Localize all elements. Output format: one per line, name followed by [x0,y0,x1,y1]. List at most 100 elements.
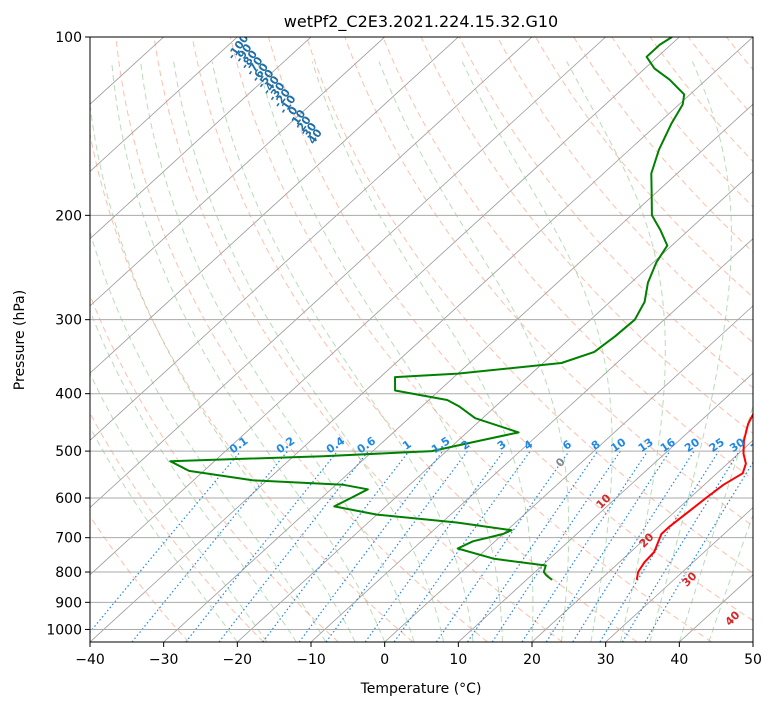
chart-title: wetPf2_C2E3.2021.224.15.32.G10 [284,12,558,32]
moist-adiabat [311,61,534,642]
dry-adiabat [268,37,753,622]
dry-adiabat [458,37,753,389]
mixing-ratio-label: 0.4 [324,434,348,456]
mixing-ratio-line [621,450,740,642]
moist-adiabat [90,100,356,642]
dry-adiabat [649,37,753,163]
mixing-ratio-label: 13 [636,436,656,455]
isotherm [90,37,606,509]
y-axis: 100 200 300 400 500 600 700 800 900 1000 [46,30,90,638]
x-tick-label: 20 [523,652,541,668]
mixing-ratio-line [545,450,671,642]
dry-adiabat [382,37,753,481]
dry-adiabat [344,37,753,527]
isotherm-lines [90,37,753,642]
y-tick-label: 600 [55,491,82,507]
x-axis-label: Temperature (°C) [360,681,482,697]
x-tick-label: −10 [296,652,326,668]
dry-adiabat [153,37,563,642]
isotherm [90,37,533,441]
sounding-profiles [169,37,753,581]
isotherm [90,37,680,576]
isotherm [90,37,385,307]
isotherm [90,37,459,374]
dry-adiabat [90,131,414,642]
mixing-ratio-line [185,450,339,642]
x-tick-label: 30 [597,652,615,668]
moist-adiabat-label: 10 [594,491,614,511]
mixing-ratio-label: 25 [707,436,727,455]
isotherm [90,37,753,642]
moist-adiabat [678,404,753,642]
y-tick-label: 200 [55,208,82,224]
x-tick-label: 40 [670,652,688,668]
x-tick-label: −20 [223,652,253,668]
y-tick-label: 500 [55,444,82,460]
dry-adiabat-lines [90,37,775,642]
y-tick-label: 400 [55,387,82,403]
x-tick-label: 0 [380,652,389,668]
x-tick-label: 50 [744,652,762,668]
mixing-ratio-label: 6 [560,438,574,453]
dry-adiabat [90,293,339,642]
mixing-ratio-label: 1 [400,438,414,453]
mixing-ratio-line [467,450,599,642]
dry-adiabat [115,37,488,642]
moist-adiabat [211,61,474,642]
dry-adiabat [90,515,190,642]
mixing-ratio-line [218,450,369,642]
moist-adiabat [90,426,238,642]
moist-adiabat [708,513,753,642]
dry-adiabat [687,37,753,117]
y-tick-label: 900 [55,595,82,611]
isotherm [163,103,753,642]
moist-adiabat [90,309,297,642]
isotherm [384,305,753,642]
dry-adiabat [90,412,264,642]
moist-adiabat [140,61,415,642]
mixing-ratio-line [364,450,505,642]
dry-adiabat [191,37,638,642]
mixing-ratio-label: 3 [495,438,509,453]
mixing-ratio-label: 4 [521,438,535,453]
x-tick-label: −30 [149,652,179,668]
moist-adiabat-label: 20 [637,530,657,550]
mixing-ratio-label: 1.5 [429,434,452,456]
y-tick-label: 1000 [46,622,82,638]
y-tick-label: 700 [55,531,82,547]
dry-adiabat [765,37,775,642]
temperature-profile [635,412,753,581]
moist-adiabat [378,61,570,642]
dry-adiabat [420,37,753,435]
moist-adiabat [173,61,445,642]
mixing-ratio-label: 0.1 [227,434,250,456]
moist-adiabat [566,61,666,642]
moist-adiabat [257,61,503,642]
mixing-ratio-label: 36 [748,435,768,455]
mixing-ratio-line [572,450,695,642]
x-axis: −40 −30 −20 −10 0 10 20 30 40 50 [75,642,762,668]
dry-adiabat [726,37,753,71]
dry-adiabat [229,37,712,642]
mixing-ratio-line [90,450,242,634]
isotherm [605,507,753,642]
mixing-ratio-line [644,461,753,642]
isotherm [90,37,238,172]
moist-adiabat [90,372,268,642]
dry-adiabat [573,37,753,253]
moist-adiabat [90,230,327,642]
isotherm [237,170,753,642]
y-tick-label: 800 [55,565,82,581]
mixing-ratio-line [131,450,289,642]
moist-adiabat [461,61,613,642]
y-tick-label: 100 [55,30,82,46]
x-tick-label: 10 [449,652,467,668]
mixing-ratio-line [599,450,720,642]
dewpoint-profile [169,37,686,581]
isotherm [752,641,753,642]
isobar-lines [90,37,753,630]
moist-adiabat [649,61,732,642]
dry-adiabat [611,37,753,208]
mixing-ratio-line [491,450,621,642]
